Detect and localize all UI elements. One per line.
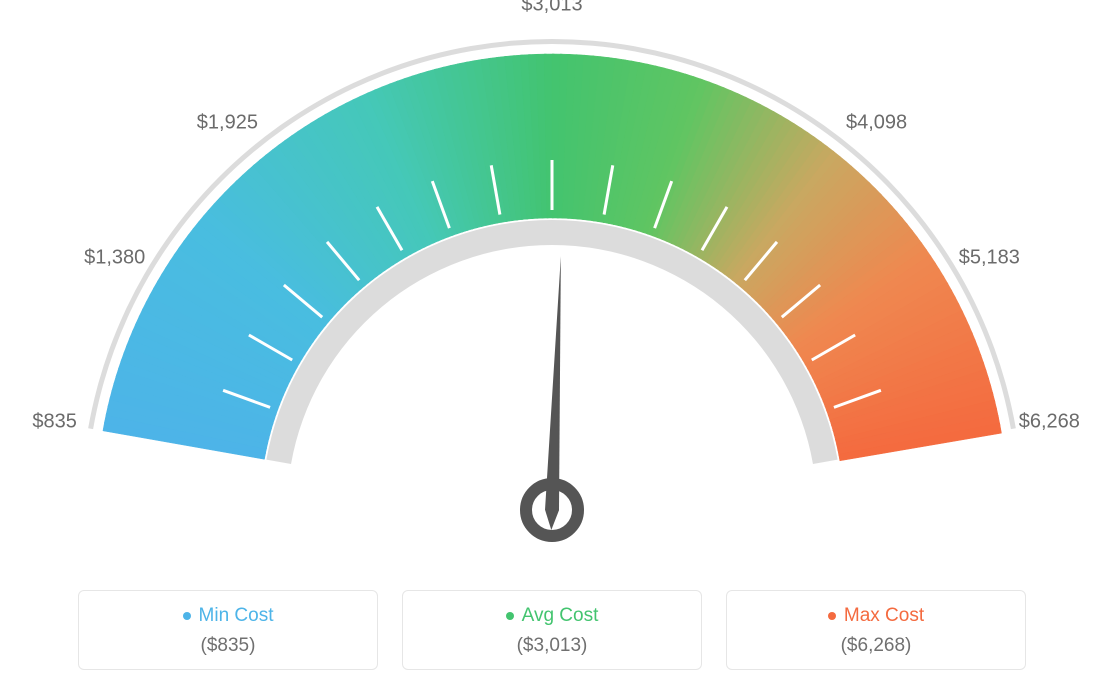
legend-label-avg: Avg Cost <box>522 605 599 627</box>
gauge-scale-label: $835 <box>32 411 77 434</box>
legend-value-min: ($835) <box>201 635 256 657</box>
gauge-scale-label: $3,013 <box>521 0 582 17</box>
legend-dot-max <box>828 612 836 620</box>
legend-label-max: Max Cost <box>844 605 924 627</box>
gauge-scale-label: $5,183 <box>959 246 1020 269</box>
legend-card-max: Max Cost ($6,268) <box>726 590 1026 670</box>
legend-title-min: Min Cost <box>183 605 274 627</box>
legend-value-avg: ($3,013) <box>517 635 588 657</box>
legend-row: Min Cost ($835) Avg Cost ($3,013) Max Co… <box>0 590 1104 670</box>
gauge-scale-label: $1,380 <box>84 246 145 269</box>
gauge-svg <box>0 0 1104 560</box>
legend-card-avg: Avg Cost ($3,013) <box>402 590 702 670</box>
cost-gauge: $835 $1,380 $1,925 $3,013 $4,098 $5,183 $6,268 <box>0 0 1104 560</box>
legend-dot-avg <box>506 612 514 620</box>
legend-title-max: Max Cost <box>828 605 924 627</box>
gauge-scale-label: $1,925 <box>197 112 258 135</box>
legend-value-max: ($6,268) <box>841 635 912 657</box>
legend-dot-min <box>183 612 191 620</box>
legend-title-avg: Avg Cost <box>506 605 599 627</box>
gauge-scale-label: $4,098 <box>846 112 907 135</box>
legend-card-min: Min Cost ($835) <box>78 590 378 670</box>
gauge-scale-label: $6,268 <box>1019 411 1080 434</box>
legend-label-min: Min Cost <box>199 605 274 627</box>
